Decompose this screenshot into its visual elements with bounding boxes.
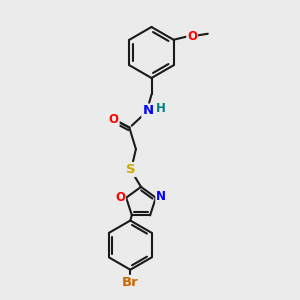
Text: H: H <box>156 102 165 115</box>
Text: S: S <box>126 163 135 176</box>
Text: N: N <box>142 104 154 118</box>
Text: O: O <box>115 191 125 204</box>
Text: N: N <box>156 190 166 203</box>
Text: Br: Br <box>122 276 139 289</box>
Text: O: O <box>187 30 197 43</box>
Text: O: O <box>109 113 119 126</box>
